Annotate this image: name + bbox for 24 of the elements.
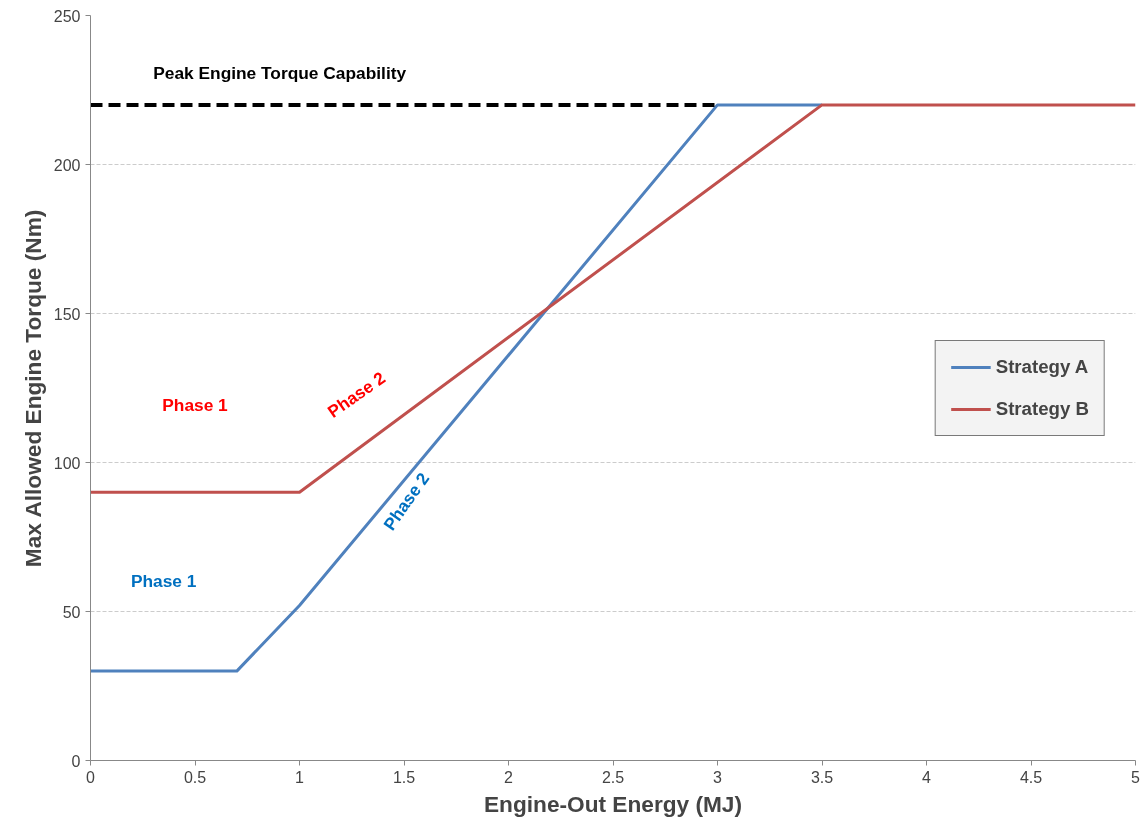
annotation: Phase 1 (162, 394, 229, 415)
y-axis-title: Max Allowed Engine Torque (Nm) (19, 209, 46, 568)
x-tick-label: 4.5 (1019, 768, 1043, 786)
x-tick-label: 2 (504, 768, 514, 786)
y-tick-label: 200 (53, 156, 81, 174)
x-tick-label: 4 (922, 768, 932, 786)
legend-label: Strategy B (995, 397, 1089, 420)
legend-label: Strategy A (995, 355, 1089, 378)
series-label: Peak Engine Torque Capability (153, 62, 407, 83)
x-tick-label: 5 (1131, 768, 1141, 786)
x-tick-label: 3.5 (810, 768, 834, 786)
x-tick-label: 0.5 (183, 768, 207, 786)
x-axis-title: Engine-Out Energy (MJ) (483, 790, 743, 817)
y-tick-label: 50 (62, 603, 81, 621)
y-tick-label: 250 (53, 7, 81, 25)
annotation: Phase 1 (130, 570, 197, 591)
y-tick-label: 150 (53, 305, 81, 323)
x-tick-label: 1 (295, 768, 305, 786)
x-tick-label: 3 (713, 768, 723, 786)
x-tick-label: 2.5 (601, 768, 625, 786)
x-tick-label: 1.5 (392, 768, 416, 786)
y-tick-label: 100 (53, 454, 81, 472)
x-tick-label: 0 (86, 768, 96, 786)
y-tick-label: 0 (71, 752, 81, 770)
